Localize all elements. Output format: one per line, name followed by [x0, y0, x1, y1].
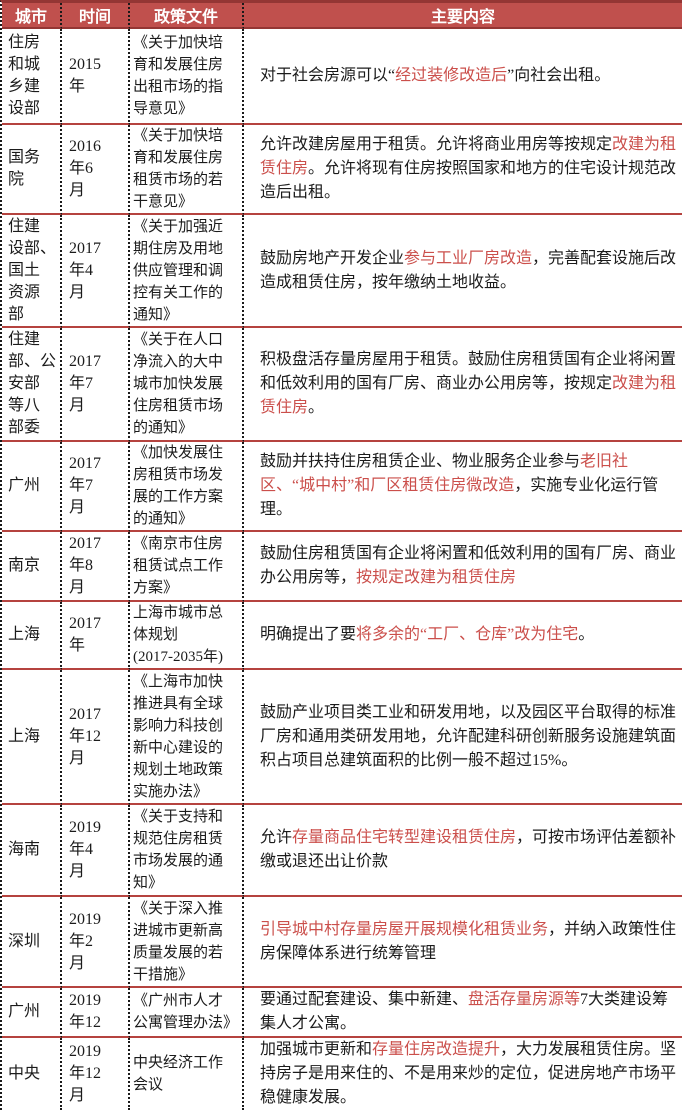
cell-policy-doc: 《关于加快培 育和发展住房 租赁市场的若 干意见》: [130, 125, 244, 215]
cell-policy-doc: 《关于加强近 期住房及用地 供应管理和调 控有关工作的 通知》: [130, 215, 244, 328]
content-text: 7大类建设筹集人才公寓。: [260, 991, 669, 1032]
highlighted-text: 存量商品住宅转型建设租赁住房: [292, 829, 517, 846]
highlighted-text: 将多余的“工厂、仓库”改为住宅: [356, 626, 579, 643]
table-row: 深圳 2019 年2 月《关于深入推 进城市更新高 质量发展的若 干措施》 引导城中…: [2, 897, 682, 988]
cell-time: 2019 年2 月: [62, 897, 130, 988]
highlighted-text: 老旧社区、“城中村”和厂区租赁住房微改造: [260, 453, 629, 494]
content-text: ，实施专业化运行管理。: [260, 477, 659, 518]
content-text: 鼓励产业项目类工业和研发用地，以及园区平台取得的标准厂房和通用类研发用地，允许配…: [260, 703, 677, 769]
column-header-city: 城市: [2, 3, 62, 29]
cell-city: 深圳: [2, 897, 62, 988]
cell-main-content: 鼓励并扶持住房租赁企业、物业服务企业参与老旧社区、“城中村”和厂区租赁住房微改造…: [244, 442, 682, 532]
cell-policy-doc: 《关于支持和 规范住房租赁 市场发展的通 知》: [130, 805, 244, 897]
column-header-time: 时间: [62, 3, 130, 29]
cell-time: 2019 年12: [62, 988, 130, 1038]
column-header-main-content: 主要内容: [244, 3, 682, 29]
table-row: 住建 部、公 安部 等八 部委 2017 年7 月《关于在人口 净流入的大中 城市…: [2, 328, 682, 442]
table-row: 住建 设部、 国土 资源 部 2017 年4 月《关于加强近 期住房及用地 供应管…: [2, 215, 682, 328]
content-text: ，并纳入政策性住房保障体系进行统筹管理: [260, 920, 677, 962]
cell-main-content: 加强城市更新和存量住房改造提升，大力发展租赁住房。坚持房子是用来住的、不是用来炒…: [244, 1038, 682, 1110]
highlighted-text: 存量住房改造提升: [372, 1041, 501, 1058]
header-row: 城市 时间 政策文件 主要内容: [2, 3, 682, 29]
table-row: 中央 2019 年12 月中央经济工作 会议 加强城市更新和存量住房改造提升，大力发…: [2, 1038, 682, 1110]
cell-policy-doc: 《关于加快培 育和发展住房 出租市场的指 导意见》: [130, 29, 244, 125]
cell-city: 住建 设部、 国土 资源 部: [2, 215, 62, 328]
cell-main-content: 鼓励产业项目类工业和研发用地，以及园区平台取得的标准厂房和通用类研发用地，允许配…: [244, 670, 682, 805]
cell-city: 中央: [2, 1038, 62, 1110]
content-text: ”向社会出租。: [507, 67, 611, 84]
highlighted-text: 改建为租赁住房: [260, 375, 677, 416]
table-row: 上海 2017 年12 月《上海市加快 推进具有全球 影响力科技创 新中心建设的 …: [2, 670, 682, 805]
table-row: 广州 2017 年7 月《加快发展住 房租赁市场发 展的工作方案 的通知》 鼓励并扶…: [2, 442, 682, 532]
cell-policy-doc: 《关于深入推 进城市更新高 质量发展的若 干措施》: [130, 897, 244, 988]
cell-time: 2017 年12 月: [62, 670, 130, 805]
cell-city: 南京: [2, 532, 62, 602]
content-text: 。允许将现有住房按照国家和地方的住宅设计规范改造后出租。: [260, 160, 677, 201]
content-text: 鼓励住房租赁国有企业将闲置和低效利用的国有厂房、商业办公用房等，: [260, 545, 677, 586]
table-row: 南京 2017 年8 月《南京市住房 租赁试点工作 方案》 鼓励住房租赁国有企业将闲…: [2, 532, 682, 602]
content-text: 。: [578, 626, 595, 643]
content-text: 鼓励并扶持住房租赁企业、物业服务企业参与: [260, 453, 581, 470]
cell-main-content: 对于社会房源可以“经过装修改造后”向社会出租。: [244, 29, 682, 125]
cell-time: 2017 年7 月: [62, 328, 130, 442]
highlighted-text: 引导城中村存量房屋开展规模化租赁业务: [260, 920, 549, 938]
table-row: 住房 和城 乡建 设部 2015 年《关于加快培 育和发展住房 出租市场的指 导意…: [2, 29, 682, 125]
cell-policy-doc: 《加快发展住 房租赁市场发 展的工作方案 的通知》: [130, 442, 244, 532]
cell-time: 2017 年4 月: [62, 215, 130, 328]
cell-policy-doc: 中央经济工作 会议: [130, 1038, 244, 1110]
table-row: 广州 2019 年12 《广州市人才 公寓管理办法》 要通过配套建设、集中新建、盘活存…: [2, 988, 682, 1038]
highlighted-text: 改建为租赁住房: [260, 136, 677, 177]
cell-main-content: 鼓励房地产开发企业参与工业厂房改造，完善配套设施后改造成租赁住房，按年缴纳土地收…: [244, 215, 682, 328]
cell-main-content: 明确提出了要将多余的“工厂、仓库”改为住宅。: [244, 602, 682, 670]
highlighted-text: 按规定改建为租赁住房: [356, 569, 517, 586]
table-row: 海南 2019 年4 月《关于支持和 规范住房租赁 市场发展的通 知》 允许存量商品…: [2, 805, 682, 897]
table-body: 住房 和城 乡建 设部 2015 年《关于加快培 育和发展住房 出租市场的指 导意…: [2, 29, 682, 1110]
highlighted-text: 经过装修改造后: [395, 67, 508, 84]
content-text: 允许: [260, 829, 293, 846]
cell-main-content: 鼓励住房租赁国有企业将闲置和低效利用的国有厂房、商业办公用房等，按规定改建为租赁…: [244, 532, 682, 602]
cell-main-content: 积极盘活存量房屋用于租赁。鼓励住房租赁国有企业将闲置和低效利用的国有厂房、商业办…: [244, 328, 682, 442]
content-text: 明确提出了要: [260, 626, 357, 643]
cell-main-content: 要通过配套建设、集中新建、盘活存量房源等7大类建设筹集人才公寓。: [244, 988, 682, 1038]
content-text: 加强城市更新和: [260, 1041, 373, 1058]
cell-city: 广州: [2, 442, 62, 532]
cell-policy-doc: 《关于在人口 净流入的大中 城市加快发展 住房租赁市场 的通知》: [130, 328, 244, 442]
cell-city: 上海: [2, 602, 62, 670]
highlighted-text: 盘活存量房源等: [468, 991, 581, 1008]
cell-time: 2016 年6 月: [62, 125, 130, 215]
cell-city: 住房 和城 乡建 设部: [2, 29, 62, 125]
cell-main-content: 引导城中村存量房屋开展规模化租赁业务，并纳入政策性住房保障体系进行统筹管理: [244, 897, 682, 988]
highlighted-text: 参与工业厂房改造: [404, 249, 533, 267]
cell-time: 2015 年: [62, 29, 130, 125]
cell-policy-doc: 《上海市加快 推进具有全球 影响力科技创 新中心建设的 规划土地政策 实施办法》: [130, 670, 244, 805]
column-header-policy-doc: 政策文件: [130, 3, 244, 29]
content-text: 。: [308, 399, 325, 416]
content-text: 对于社会房源可以“: [260, 67, 396, 84]
cell-time: 2019 年12 月: [62, 1038, 130, 1110]
cell-time: 2017 年: [62, 602, 130, 670]
cell-city: 住建 部、公 安部 等八 部委: [2, 328, 62, 442]
cell-main-content: 允许改建房屋用于租赁。允许将商业用房等按规定改建为租赁住房。允许将现有住房按照国…: [244, 125, 682, 215]
cell-time: 2017 年7 月: [62, 442, 130, 532]
cell-city: 上海: [2, 670, 62, 805]
cell-city: 国务 院: [2, 125, 62, 215]
cell-main-content: 允许存量商品住宅转型建设租赁住房，可按市场评估差额补缴或退还出让价款: [244, 805, 682, 897]
content-text: 鼓励房地产开发企业: [260, 249, 405, 267]
cell-time: 2017 年8 月: [62, 532, 130, 602]
cell-city: 海南: [2, 805, 62, 897]
cell-policy-doc: 《广州市人才 公寓管理办法》: [130, 988, 244, 1038]
table-row: 国务 院 2016 年6 月《关于加快培 育和发展住房 租赁市场的若 干意见》 允许…: [2, 125, 682, 215]
content-text: ，完善配套设施后改造成租赁住房，按年缴纳土地收益。: [260, 249, 677, 291]
content-text: 积极盘活存量房屋用于租赁。鼓励住房租赁国有企业将闲置和低效利用的国有厂房、商业办…: [260, 351, 677, 392]
table-row: 上海 2017 年上海市城市总 体规划 (2017-2035年) 明确提出了要将多余…: [2, 602, 682, 670]
cell-city: 广州: [2, 988, 62, 1038]
cell-policy-doc: 上海市城市总 体规划 (2017-2035年): [130, 602, 244, 670]
cell-time: 2019 年4 月: [62, 805, 130, 897]
content-text: ，可按市场评估差额补缴或退还出让价款: [260, 829, 677, 870]
content-text: 要通过配套建设、集中新建、: [260, 991, 469, 1008]
content-text: 允许改建房屋用于租赁。允许将商业用房等按规定: [260, 136, 613, 153]
cell-policy-doc: 《南京市住房 租赁试点工作 方案》: [130, 532, 244, 602]
